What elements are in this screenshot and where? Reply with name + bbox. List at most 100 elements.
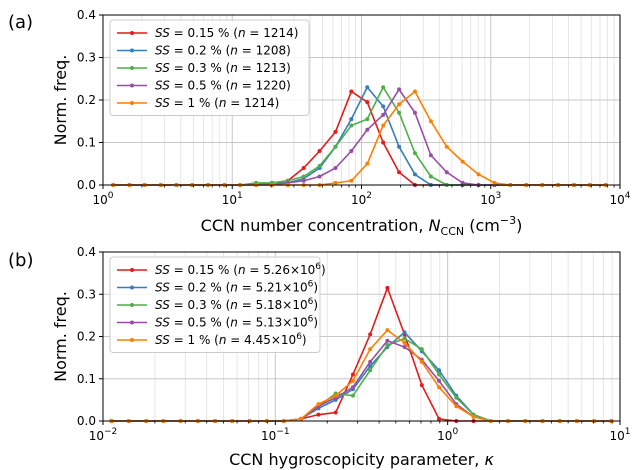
data-point	[317, 174, 322, 179]
data-point	[454, 404, 459, 409]
data-point	[476, 172, 481, 177]
data-point	[402, 336, 407, 341]
data-point	[397, 110, 402, 115]
data-point	[350, 385, 355, 390]
legend-swatch-marker	[130, 320, 134, 325]
data-point	[428, 153, 433, 158]
x-tick-label: 100	[92, 191, 113, 207]
legend-entry-label: SS = 1 % (n = 1214)	[155, 96, 279, 110]
legend-entry-label: SS = 0.15 % (n = 1214)	[155, 26, 298, 40]
data-point	[437, 385, 442, 390]
data-point	[437, 378, 442, 383]
legend-box	[109, 256, 321, 353]
data-point	[419, 359, 424, 364]
data-point	[385, 342, 390, 347]
data-point	[333, 410, 338, 415]
data-point	[437, 416, 442, 421]
data-point	[333, 393, 338, 398]
data-point	[419, 383, 424, 388]
data-point	[350, 378, 355, 383]
data-point	[492, 180, 497, 185]
legend-swatch-marker	[130, 31, 134, 35]
data-point	[381, 123, 386, 128]
data-point	[428, 119, 433, 124]
panel-label: (a)	[8, 12, 33, 33]
data-point	[385, 285, 390, 290]
data-point	[397, 102, 402, 107]
data-point	[368, 368, 373, 373]
data-point	[365, 85, 370, 90]
y-tick-label: 0.3	[77, 51, 96, 65]
y-tick-label: 0.1	[77, 372, 96, 386]
data-point	[444, 170, 449, 175]
data-point	[437, 372, 442, 377]
legend-entry-label: SS = 0.3 % (n = 5.18×106)	[155, 297, 318, 312]
data-point	[301, 178, 306, 183]
data-point	[333, 166, 338, 170]
y-axis-label: Norm. freq.	[51, 291, 70, 382]
data-point	[460, 180, 465, 185]
data-point	[428, 174, 433, 179]
x-axis-label: CCN hygroscopicity parameter, κ	[229, 450, 494, 469]
data-point	[333, 180, 338, 185]
y-tick-label: 0.2	[77, 93, 96, 107]
data-point	[365, 161, 370, 166]
x-tick-label: 104	[609, 191, 630, 207]
data-point	[397, 170, 402, 175]
x-tick-label: 102	[351, 191, 372, 207]
data-point	[317, 163, 322, 168]
x-tick-label: 10−1	[261, 427, 290, 443]
data-point	[349, 149, 354, 153]
legend-swatch-marker	[130, 303, 134, 307]
data-point	[381, 104, 386, 109]
y-tick-label: 0.0	[77, 414, 96, 428]
legend-entry-label: SS = 0.2 % (n = 5.21×106)	[155, 280, 318, 295]
legend-entry-label: SS = 0.5 % (n = 5.13×106)	[155, 315, 318, 330]
y-tick-label: 0.3	[77, 287, 96, 301]
data-point	[381, 140, 386, 145]
data-point	[316, 402, 321, 407]
x-tick-label: 101	[222, 191, 243, 207]
data-point	[437, 368, 442, 373]
legend-swatch-marker	[130, 268, 134, 272]
data-point	[402, 340, 407, 345]
legend-entry-label: SS = 1 % (n = 4.45×106)	[155, 332, 307, 347]
x-tick-label: 101	[609, 427, 630, 443]
data-point	[316, 412, 321, 417]
data-point	[412, 89, 417, 94]
data-point	[349, 117, 354, 122]
data-point	[301, 166, 306, 170]
data-point	[412, 110, 417, 115]
data-point	[402, 345, 407, 350]
legend-entry-label: SS = 0.3 % (n = 1213)	[155, 61, 291, 75]
data-point	[419, 347, 424, 352]
legend: SS = 0.15 % (n = 5.26×106) SS = 0.2 % (n …	[109, 256, 326, 353]
data-point	[349, 178, 354, 183]
data-point	[365, 127, 370, 132]
y-tick-label: 0.1	[77, 136, 96, 150]
data-point	[381, 112, 386, 117]
data-point	[368, 347, 373, 352]
x-tick-label: 10−2	[89, 427, 118, 443]
legend-swatch-marker	[130, 66, 134, 70]
data-point	[365, 117, 370, 122]
data-point	[471, 414, 476, 419]
y-tick-label: 0.2	[77, 330, 96, 344]
data-point	[317, 149, 322, 153]
data-point	[349, 89, 354, 94]
data-point	[301, 174, 306, 179]
data-point	[412, 172, 417, 177]
legend-swatch-marker	[130, 48, 134, 53]
data-point	[385, 328, 390, 333]
legend-entry-label: SS = 0.2 % (n = 1208)	[155, 44, 291, 58]
data-point	[368, 332, 373, 337]
data-point	[412, 151, 417, 156]
x-tick-label: 100	[437, 427, 458, 443]
data-point	[368, 359, 373, 364]
y-axis-label: Norm. freq.	[51, 55, 70, 146]
data-point	[350, 372, 355, 377]
data-point	[365, 100, 370, 105]
data-point	[402, 330, 407, 335]
data-point	[444, 144, 449, 149]
data-point	[454, 395, 459, 400]
